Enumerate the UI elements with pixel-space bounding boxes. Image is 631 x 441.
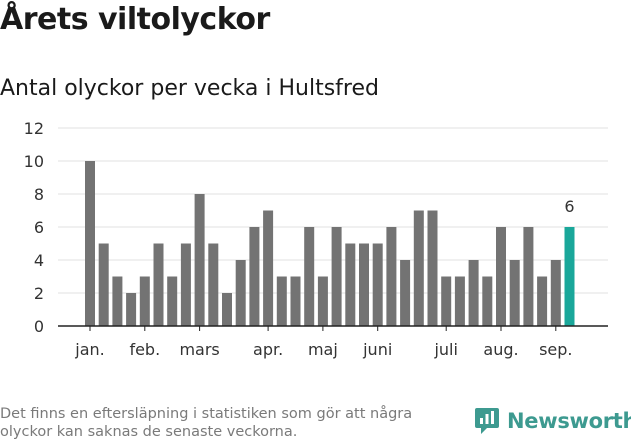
bar [345,243,356,326]
bar [413,210,424,326]
y-tick-label: 8 [34,185,44,204]
x-tick-label: sep. [539,340,572,359]
bars [85,161,575,326]
bar [126,293,137,326]
x-axis: jan. feb. mars apr. maj juni juli aug. sep. [58,325,608,359]
x-tick-label: feb. [129,340,160,359]
y-tick-label: 2 [34,284,44,303]
y-tick-label: 6 [34,218,44,237]
bar [509,260,520,326]
x-tick-label: mars [179,340,219,359]
chart-subtitle: Antal olyckor per vecka i Hultsfred [0,76,379,101]
bar [550,260,561,326]
bar [400,260,411,326]
bar-highlight [564,227,575,326]
bar [372,243,383,326]
bar [441,276,452,326]
y-tick-label: 10 [24,152,44,171]
bar [304,227,315,326]
brand-name: Newsworthy [507,409,631,433]
chart-title: Årets viltolyckor [0,2,270,37]
bar [496,227,506,326]
brand-logo: Newsworthy [474,406,631,436]
bar [468,260,479,326]
bar [359,243,369,326]
x-tick-label: aug. [483,340,518,359]
newsworthy-logo-icon [475,408,499,434]
bar [208,243,219,326]
bar [139,276,150,326]
y-tick-label: 12 [24,119,44,138]
bar [235,260,246,326]
bar [427,210,438,326]
x-tick-label: juli [433,340,457,359]
bar [180,243,191,326]
data-labels: 6 [564,197,574,216]
y-tick-label: 0 [34,317,44,336]
x-tick-label: juni [362,340,392,359]
bar [85,161,95,326]
x-tick-label: maj [308,340,338,359]
bar [194,194,205,326]
y-axis: 0 2 4 6 8 10 12 [24,119,44,336]
highlight-value-label: 6 [564,197,574,216]
y-tick-label: 4 [34,251,44,270]
bar [222,293,232,326]
bar [454,276,465,326]
bar-chart: 0 2 4 6 8 10 12 jan. feb. mars apr. maj juni juli aug… [24,119,608,359]
bar [537,276,548,326]
bar [523,227,534,326]
bar [98,243,109,326]
bar [482,276,493,326]
bar [290,276,301,326]
bar [249,227,260,326]
bar [167,276,178,326]
bar [331,227,342,326]
bar [153,243,164,326]
bar [386,227,397,326]
bar [112,276,123,326]
bar [317,276,328,326]
x-tick-label: jan. [74,340,104,359]
bar [276,276,287,326]
x-tick-label: apr. [253,340,283,359]
bar [263,210,274,326]
footnote: Det finns en eftersläpning i statistiken… [0,406,413,440]
